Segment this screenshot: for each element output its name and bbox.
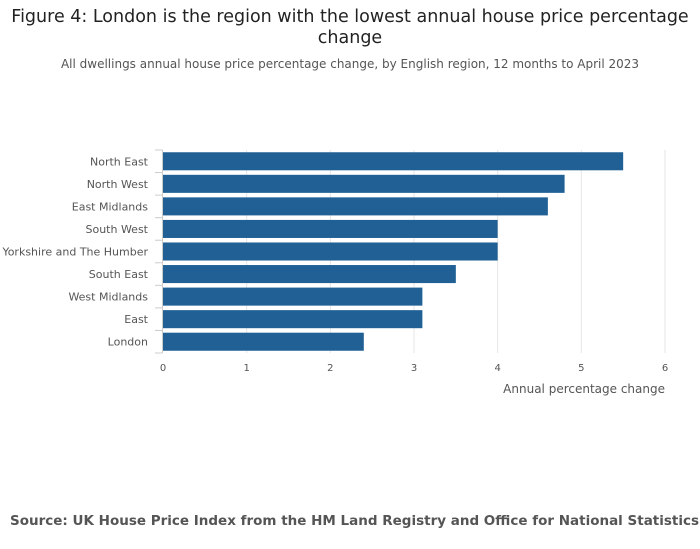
y-category-label: London [108,336,148,349]
y-category-label: West Midlands [68,291,148,304]
bar [163,265,456,284]
bar [163,174,565,193]
bar [163,310,423,329]
x-tick-label: 3 [411,363,417,374]
chart-subtitle: All dwellings annual house price percent… [60,57,640,71]
bar [163,152,624,171]
source-note: Source: UK House Price Index from the HM… [10,513,700,529]
x-axis-title: Annual percentage change [503,382,665,396]
x-tick-label: 5 [578,363,584,374]
x-tick-label: 4 [494,363,500,374]
y-category-label: North West [87,178,149,191]
y-category-label: Yorkshire and The Humber [1,246,148,259]
bar [163,242,498,261]
y-category-label: East [124,313,148,326]
y-category-label: East Midlands [72,200,149,213]
y-category-label: North East [90,155,149,168]
x-tick-label: 6 [662,363,668,374]
x-tick-label: 0 [160,363,166,374]
chart-title: Figure 4: London is the region with the … [11,7,689,48]
bar [163,197,548,216]
x-tick-label: 2 [327,363,333,374]
y-category-label: South West [85,223,148,236]
x-tick-label: 1 [243,363,249,374]
bar [163,287,423,306]
bar [163,219,498,238]
bar [163,332,364,351]
y-category-label: South East [89,268,149,281]
